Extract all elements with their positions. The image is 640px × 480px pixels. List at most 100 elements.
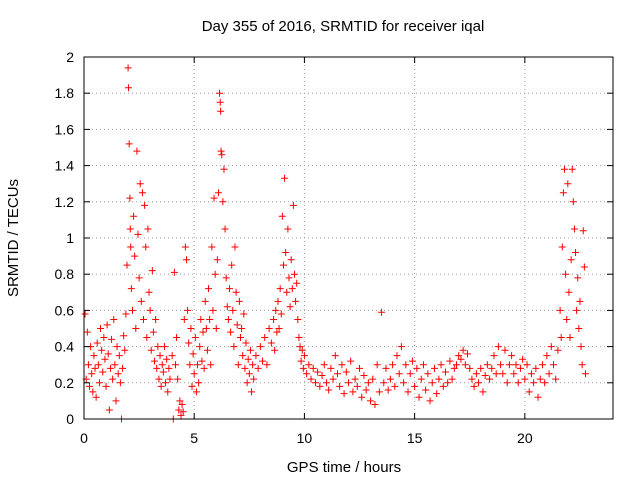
data-point <box>130 212 138 220</box>
data-point <box>389 361 397 369</box>
data-point <box>417 375 425 383</box>
y-tick-label: 1 <box>66 230 74 246</box>
data-point <box>199 328 207 336</box>
data-point <box>309 364 317 372</box>
x-tick-label: 15 <box>407 430 423 446</box>
data-point <box>216 89 224 97</box>
data-point <box>578 361 586 369</box>
data-point <box>516 364 524 372</box>
data-point <box>256 343 264 351</box>
data-point <box>289 201 297 209</box>
data-point <box>369 375 377 383</box>
y-tick-label: 0.4 <box>55 339 75 355</box>
data-point <box>345 379 352 387</box>
data-point <box>408 357 416 365</box>
y-tick-label: 0.6 <box>55 302 75 318</box>
data-point <box>579 227 587 235</box>
y-axis-label: SRMTID / TECUs <box>5 179 22 297</box>
data-point <box>142 243 150 251</box>
data-point <box>214 189 222 197</box>
data-point <box>393 352 401 360</box>
data-point <box>176 397 184 405</box>
axis-ticks <box>83 56 613 420</box>
data-point <box>494 343 502 351</box>
data-point <box>490 352 498 360</box>
data-point <box>424 370 432 378</box>
data-point <box>295 334 303 342</box>
data-point <box>575 325 583 332</box>
data-point <box>234 361 242 369</box>
data-point <box>435 375 443 383</box>
data-point <box>406 370 414 378</box>
y-tick-labels: 0 0.2 0.4 0.6 0.8 1 1.2 1.4 1.6 1.8 2 <box>55 49 75 427</box>
data-point <box>109 375 117 383</box>
data-point <box>177 411 185 419</box>
data-point <box>128 306 136 314</box>
data-point <box>430 364 438 372</box>
data-point <box>249 361 257 369</box>
data-point <box>153 364 161 372</box>
data-point <box>92 393 100 401</box>
data-point <box>501 346 509 354</box>
data-point <box>391 382 399 390</box>
data-point <box>196 343 204 351</box>
data-point <box>479 388 487 396</box>
data-point <box>532 364 540 372</box>
data-point <box>219 198 227 206</box>
data-point <box>144 225 152 233</box>
data-point <box>521 375 529 383</box>
data-point <box>202 325 210 332</box>
data-point <box>182 256 190 264</box>
data-point <box>206 315 214 323</box>
data-point <box>94 361 102 369</box>
data-point <box>106 364 114 372</box>
data-point <box>126 194 134 202</box>
data-point <box>127 243 135 251</box>
data-point <box>133 147 141 155</box>
data-point <box>195 379 203 387</box>
data-point <box>472 370 480 378</box>
data-point <box>168 352 176 360</box>
data-point <box>122 310 130 318</box>
data-point <box>125 140 133 148</box>
data-point <box>143 334 151 342</box>
data-point <box>519 355 527 363</box>
data-point <box>382 364 390 372</box>
data-point <box>466 364 474 372</box>
data-point <box>138 189 146 197</box>
data-point <box>340 390 348 398</box>
data-point <box>108 335 116 343</box>
data-point <box>356 364 364 372</box>
data-point <box>116 379 124 387</box>
data-point <box>162 379 170 387</box>
data-point <box>349 388 357 396</box>
data-point <box>286 303 294 311</box>
data-point <box>156 352 164 360</box>
data-point <box>510 370 518 378</box>
data-point <box>536 375 544 383</box>
data-point <box>233 321 241 329</box>
data-point <box>512 361 520 369</box>
data-point <box>580 263 588 271</box>
data-point <box>305 361 313 369</box>
y-tick-label: 0.8 <box>55 266 75 282</box>
data-point <box>299 364 307 372</box>
data-point <box>549 361 557 369</box>
data-point <box>125 84 133 92</box>
data-point <box>275 325 283 332</box>
x-axis-label: GPS time / hours <box>287 459 401 476</box>
data-point <box>523 361 531 369</box>
data-point <box>151 357 159 365</box>
data-point <box>136 180 144 188</box>
data-point <box>154 343 162 351</box>
data-point <box>574 274 582 282</box>
data-point <box>250 375 258 383</box>
data-point <box>145 288 153 296</box>
data-point <box>534 393 542 401</box>
grid <box>84 57 613 419</box>
x-tick-label: 0 <box>80 430 88 446</box>
data-point <box>224 315 232 323</box>
data-point <box>375 388 383 396</box>
data-point <box>327 364 335 372</box>
data-point <box>265 325 273 332</box>
